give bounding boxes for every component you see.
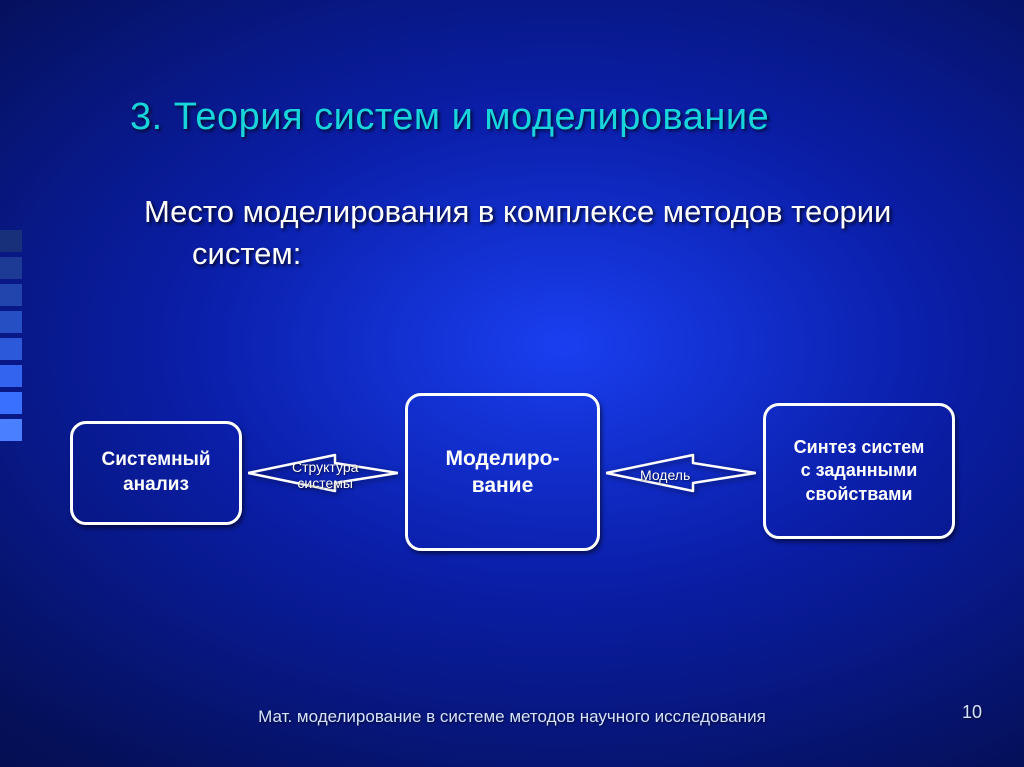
decoration-square xyxy=(0,392,22,414)
page-number: 10 xyxy=(962,702,982,723)
flow-arrow-label: Структурасистемы xyxy=(292,459,358,491)
flow-node-n3: Синтез системс заданнымисвойствами xyxy=(763,403,955,539)
slide-subtitle: Место моделирования в комплексе методов … xyxy=(144,191,950,275)
flow-node-n2: Моделиро-вание xyxy=(405,393,600,551)
flow-arrow-label: Модель xyxy=(640,467,690,483)
slide-content: 3. Теория систем и моделирование Место м… xyxy=(130,96,950,275)
flow-node-n1: Системныйанализ xyxy=(70,421,242,525)
decoration-square xyxy=(0,365,22,387)
decoration-square xyxy=(0,311,22,333)
slide-footer: Мат. моделирование в системе методов нау… xyxy=(0,706,1024,729)
slide-title: 3. Теория систем и моделирование xyxy=(130,96,950,139)
decoration-square xyxy=(0,230,22,252)
decoration-square xyxy=(0,257,22,279)
decoration-square xyxy=(0,419,22,441)
decoration-square xyxy=(0,338,22,360)
flowchart-diagram: Системныйанализ Моделиро-вание Синтез сист… xyxy=(70,385,970,565)
side-square-decoration xyxy=(0,230,22,446)
decoration-square xyxy=(0,284,22,306)
